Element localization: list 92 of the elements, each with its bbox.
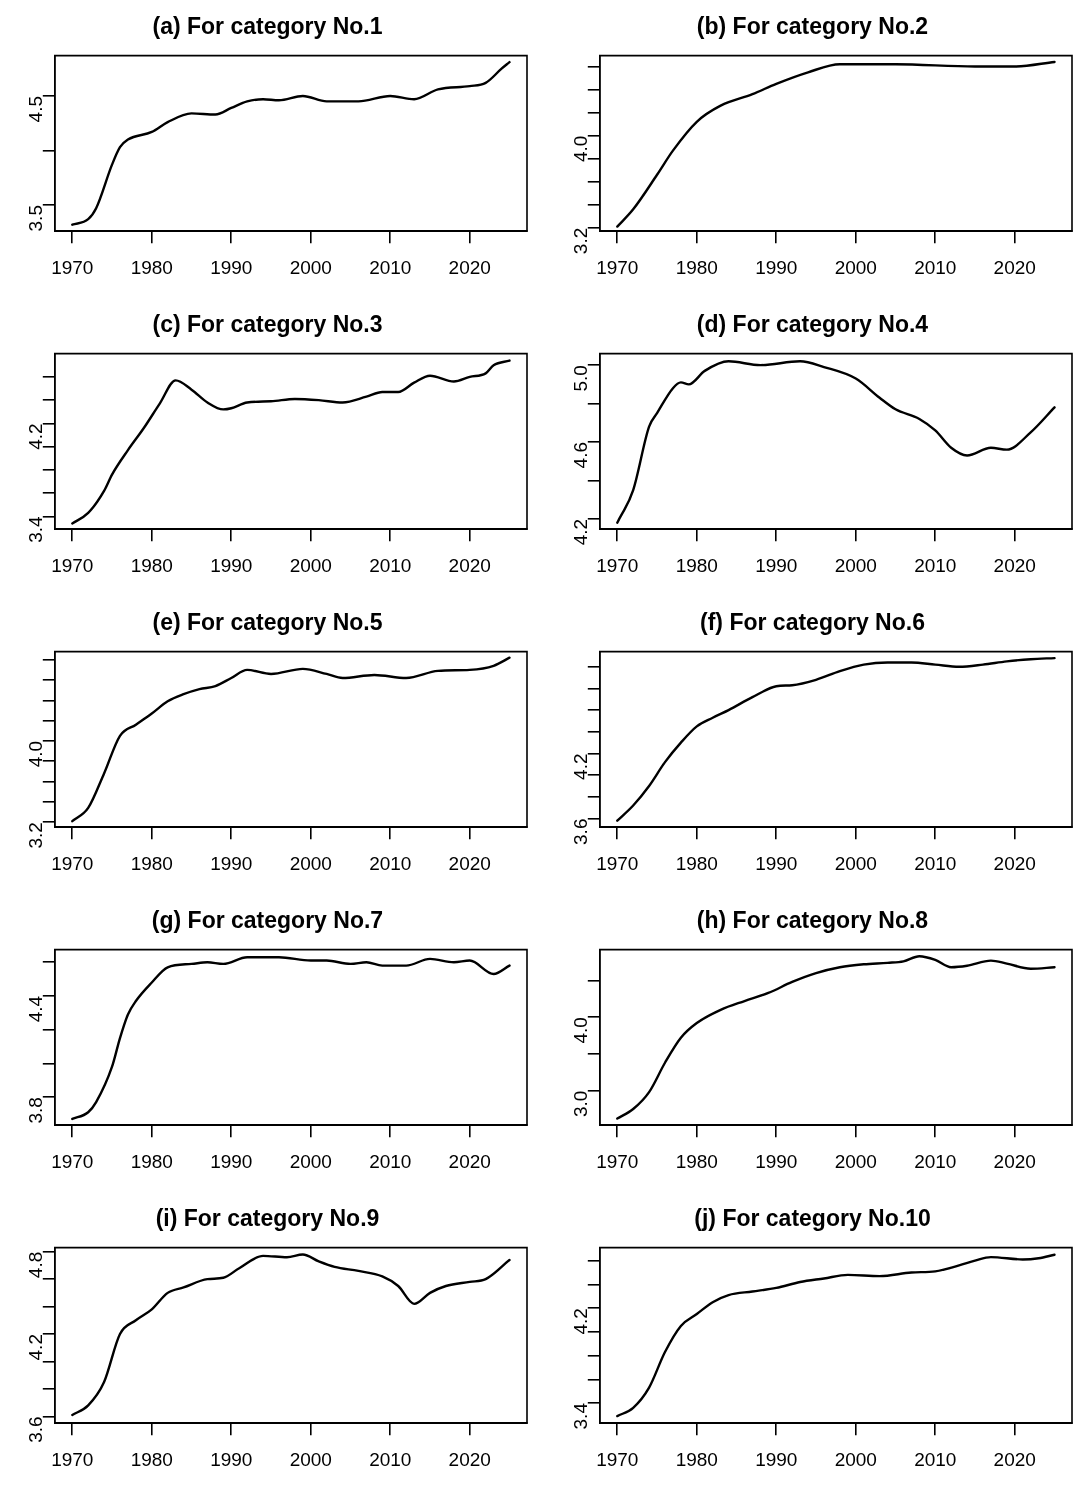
x-tick-label: 2010 [369,1150,412,1172]
x-tick-label: 1970 [51,1150,94,1172]
x-tick-label: 2020 [993,1448,1036,1470]
chart-title: (j) For category No.10 [694,1205,931,1232]
x-tick-label: 1970 [51,852,94,874]
x-tick-label: 1990 [755,1150,798,1172]
x-tick-label: 1980 [675,1448,718,1470]
x-tick-label: 2010 [369,554,412,576]
x-tick-label: 2010 [914,554,957,576]
x-tick-label: 1970 [51,256,94,278]
x-tick-label: 1990 [755,852,798,874]
x-tick-label: 2010 [369,256,412,278]
y-tick-label: 4.6 [570,441,592,469]
chart-title: (f) For category No.6 [700,609,925,636]
y-tick-label: 3.6 [25,1416,47,1443]
x-tick-label: 2020 [448,1448,491,1470]
chart-title: (h) For category No.8 [696,907,929,934]
x-tick-label: 2020 [993,852,1036,874]
x-tick-label: 2000 [289,256,332,278]
x-tick-label: 1990 [755,256,798,278]
chart-title: (c) For category No.3 [152,311,383,338]
y-tick-label: 4.0 [25,740,47,768]
chart-title: (g) For category No.7 [151,907,384,934]
x-tick-label: 1980 [675,1150,718,1172]
x-tick-label: 2020 [448,1150,491,1172]
x-tick-label: 1970 [596,852,639,874]
x-tick-label: 2020 [993,1150,1036,1172]
y-tick-label: 3.2 [25,822,47,849]
x-tick-label: 1980 [130,1150,173,1172]
x-tick-label: 2010 [914,256,957,278]
y-tick-label: 4.5 [25,95,47,123]
x-tick-label: 1970 [51,554,94,576]
x-tick-label: 1970 [596,256,639,278]
y-tick-label: 3.0 [570,1090,592,1118]
chart-title: (b) For category No.2 [696,13,929,40]
x-tick-label: 1970 [596,554,639,576]
chart-title: (d) For category No.4 [696,311,929,338]
x-tick-label: 1970 [596,1448,639,1470]
x-tick-label: 2000 [289,554,332,576]
y-tick-label: 3.5 [25,205,47,232]
x-tick-label: 2000 [834,1150,877,1172]
x-tick-label: 2010 [914,1448,957,1470]
y-tick-label: 4.0 [570,1017,592,1044]
y-tick-label: 4.2 [25,423,47,450]
y-tick-label: 5.0 [570,365,592,392]
x-tick-label: 2000 [834,554,877,576]
x-tick-label: 1980 [675,554,718,576]
x-tick-label: 1980 [130,256,173,278]
x-tick-label: 2000 [834,1448,877,1470]
y-tick-label: 4.2 [570,1308,592,1335]
x-tick-label: 1980 [130,554,173,576]
x-tick-label: 1990 [210,554,253,576]
x-tick-label: 1990 [755,554,798,576]
x-tick-label: 1970 [596,1150,639,1172]
x-tick-label: 2000 [289,852,332,874]
y-tick-label: 4.2 [25,1334,47,1361]
x-tick-label: 1980 [675,852,718,874]
x-tick-label: 2020 [993,256,1036,278]
y-tick-label: 3.4 [570,1402,592,1430]
x-tick-label: 2000 [289,1150,332,1172]
x-tick-label: 2020 [448,554,491,576]
x-tick-label: 2020 [448,852,491,874]
y-tick-label: 3.6 [570,818,592,845]
x-tick-label: 2000 [834,256,877,278]
y-tick-label: 4.0 [570,135,592,163]
x-tick-label: 1990 [210,852,253,874]
x-tick-label: 2010 [369,852,412,874]
x-tick-label: 2000 [289,1448,332,1470]
y-tick-label: 4.2 [570,753,592,780]
x-tick-label: 1990 [755,1448,798,1470]
x-tick-label: 2020 [993,554,1036,576]
y-tick-label: 4.4 [25,995,47,1023]
x-tick-label: 1980 [130,852,173,874]
x-tick-label: 2000 [834,852,877,874]
y-tick-label: 3.4 [25,515,47,543]
chart-title: (a) For category No.1 [152,13,383,40]
y-tick-label: 4.2 [570,518,592,546]
y-tick-label: 3.2 [570,227,592,255]
x-tick-label: 2020 [448,256,491,278]
x-tick-label: 1970 [51,1448,94,1470]
x-tick-label: 1990 [210,1150,253,1172]
y-tick-label: 4.8 [25,1251,47,1279]
x-tick-label: 2010 [914,1150,957,1172]
x-tick-label: 2010 [914,852,957,874]
x-tick-label: 1980 [675,256,718,278]
x-tick-label: 2010 [369,1448,412,1470]
y-tick-label: 3.8 [25,1097,47,1124]
chart-title: (e) For category No.5 [152,609,383,636]
x-tick-label: 1990 [210,1448,253,1470]
x-tick-label: 1990 [210,256,253,278]
chart-title: (i) For category No.9 [155,1205,380,1232]
x-tick-label: 1980 [130,1448,173,1470]
